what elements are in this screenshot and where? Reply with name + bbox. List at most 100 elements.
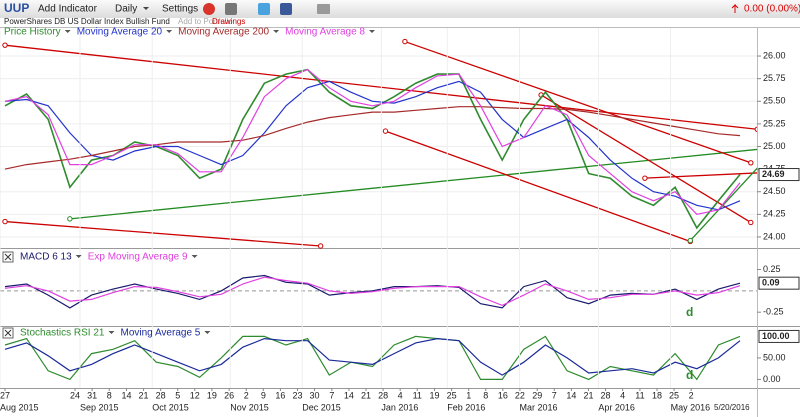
close-icon[interactable] — [4, 329, 12, 337]
x-tick-label: 28 — [156, 390, 166, 400]
x-tick-label: 5 — [175, 390, 180, 400]
close-icon[interactable] — [4, 253, 12, 261]
x-tick-label: 21 — [139, 390, 149, 400]
x-tick-label: 19 — [207, 390, 217, 400]
trend-handle — [766, 154, 770, 158]
dropdown-arrow[interactable] — [191, 255, 198, 258]
legend-entry[interactable]: Moving Average 8 — [285, 27, 365, 38]
x-tick-label: 24 — [70, 390, 80, 400]
last-value-label: 0.09 — [762, 278, 780, 288]
trend-line[interactable] — [689, 156, 768, 242]
dropdown-arrow[interactable] — [75, 255, 82, 258]
trend-line[interactable] — [69, 148, 768, 220]
series-line — [4, 68, 741, 215]
drawings-menu[interactable]: Drawings — [212, 17, 245, 26]
month-label: Aug 2015 — [0, 402, 39, 412]
month-label: Nov 2015 — [230, 402, 269, 412]
x-tick-label: 14 — [566, 390, 576, 400]
legend-entry[interactable]: Moving Average 20 — [77, 27, 163, 38]
x-tick-label: 30 — [310, 390, 320, 400]
trend-handle — [748, 219, 754, 226]
reset-icon[interactable] — [203, 3, 215, 15]
series-line — [4, 335, 741, 381]
end-date-bg — [712, 401, 757, 415]
dropdown-arrow[interactable] — [108, 331, 115, 334]
legend-entry[interactable]: Exp Moving Average 9 — [88, 252, 188, 263]
x-tick-label: 2 — [244, 390, 249, 400]
trend-line[interactable] — [644, 172, 762, 179]
add-indicator-button[interactable]: Add Indicator — [38, 4, 98, 15]
dropdown-arrow[interactable] — [166, 30, 173, 33]
trend-handle — [402, 38, 408, 45]
dropdown-arrow[interactable] — [273, 30, 280, 33]
last-value-box — [758, 168, 800, 182]
month-label: May 2016 — [671, 402, 711, 412]
dropdown-arrow[interactable] — [143, 7, 149, 10]
dropdown-arrow[interactable] — [64, 30, 71, 33]
trend-handle — [642, 175, 648, 181]
month-label: Mar 2016 — [520, 402, 558, 412]
settings-button[interactable]: Settings — [162, 4, 198, 15]
twitter-icon[interactable] — [258, 3, 270, 15]
y-tick-label: 25.50 — [763, 96, 786, 106]
y-tick-label: 24.25 — [763, 209, 786, 219]
trend-handle — [687, 237, 693, 244]
trend-line[interactable] — [4, 220, 321, 247]
x-tick-label: 21 — [583, 390, 593, 400]
x-tick-label: 4 — [620, 390, 625, 400]
x-tick-label: 12 — [190, 390, 200, 400]
interval-select[interactable]: Daily — [115, 4, 137, 15]
trend-line[interactable] — [385, 130, 691, 243]
month-label: Dec 2015 — [302, 402, 341, 412]
trend-line[interactable] — [404, 40, 752, 164]
x-tick-label: 11 — [635, 390, 644, 400]
dropdown-arrow[interactable] — [369, 30, 375, 33]
x-tick-label: 7 — [329, 390, 334, 400]
legend-entry[interactable]: Price History — [4, 27, 61, 38]
last-value-label: 24.69 — [762, 169, 785, 179]
last-value-box — [758, 329, 800, 343]
toolbar — [0, 0, 800, 18]
x-tick-label: 8 — [483, 390, 488, 400]
x-tick-label: 8 — [107, 390, 112, 400]
email-icon[interactable] — [317, 4, 330, 14]
y-tick-label: 24.00 — [763, 231, 786, 241]
x-tick-label: 18 — [652, 390, 662, 400]
y-tick-label: 0.00 — [763, 374, 781, 384]
legend-entry[interactable]: MACD 6 13 — [20, 252, 72, 263]
last-value-label: 100.00 — [762, 331, 790, 341]
month-label: Sep 2015 — [80, 402, 119, 412]
trend-handle — [754, 126, 757, 132]
x-tick-label: 27 — [0, 390, 10, 400]
trend-handle — [317, 243, 324, 249]
trend-line[interactable] — [540, 94, 752, 224]
legend-entry[interactable]: Moving Average 200 — [178, 27, 269, 38]
x-tick-label: 21 — [361, 390, 371, 400]
x-tick-label: 2 — [689, 390, 694, 400]
print-icon[interactable] — [225, 3, 237, 15]
y-tick-label: 24.50 — [763, 186, 786, 196]
month-label: Apr 2016 — [598, 402, 635, 412]
y-tick-label: 0.25 — [763, 264, 781, 274]
add-to-portfolio[interactable]: Add to Portfolio — [178, 17, 233, 26]
price-change: 0.00 (0.00%) — [744, 4, 800, 15]
x-tick-label: 25 — [447, 390, 457, 400]
symbol[interactable]: UUP — [4, 1, 29, 15]
trend-handle — [2, 42, 8, 48]
series-line — [4, 68, 741, 230]
x-tick-label: 16 — [275, 390, 285, 400]
change-arrow — [731, 3, 739, 13]
x-tick-label: 7 — [552, 390, 557, 400]
x-tick-label: 25 — [669, 390, 679, 400]
x-tick-label: 1 — [466, 390, 471, 400]
x-tick-label: 4 — [398, 390, 403, 400]
legend-entry[interactable]: Moving Average 5 — [120, 328, 200, 339]
x-tick-label: 29 — [532, 390, 542, 400]
facebook-icon[interactable] — [280, 3, 292, 15]
legend-entry[interactable]: Stochastics RSI 21 — [20, 328, 105, 339]
dropdown-arrow[interactable] — [204, 331, 211, 334]
x-tick-label: 31 — [87, 390, 97, 400]
x-tick-label: 16 — [498, 390, 508, 400]
